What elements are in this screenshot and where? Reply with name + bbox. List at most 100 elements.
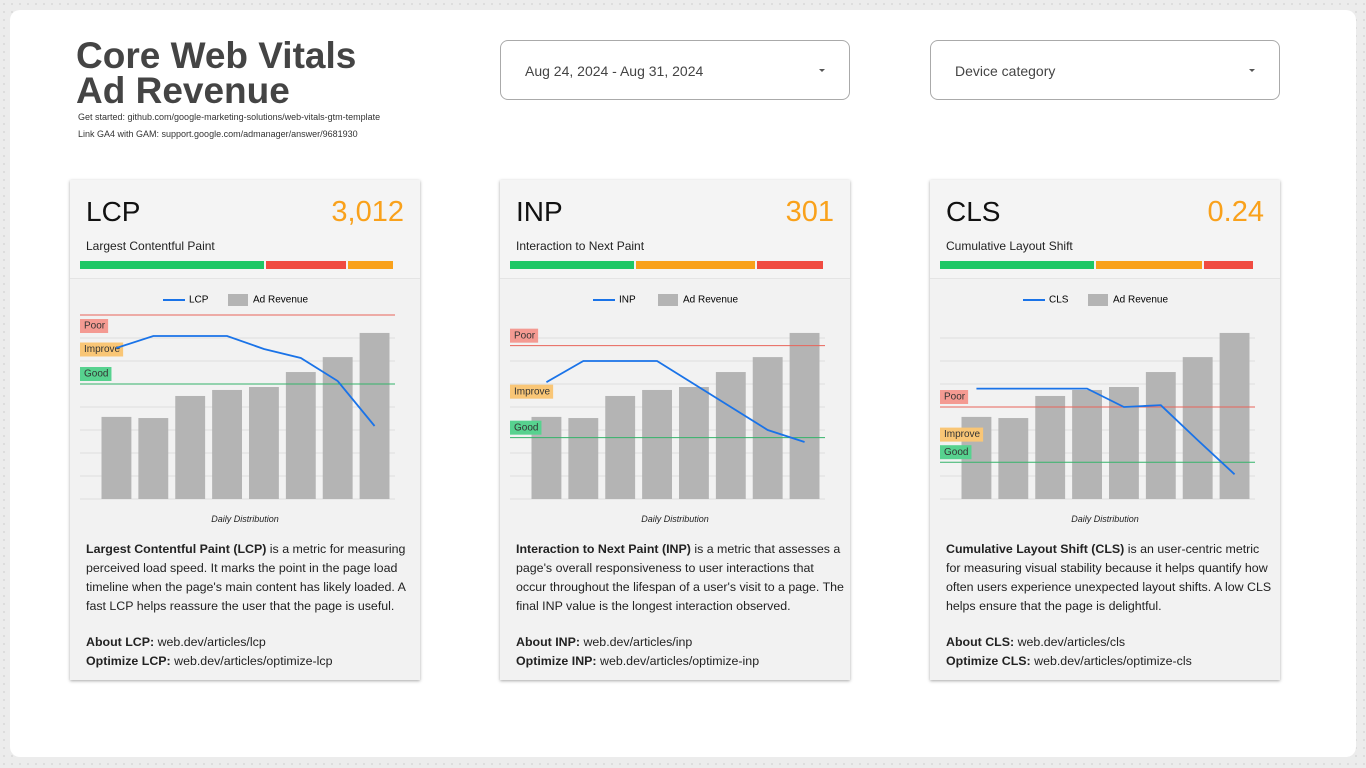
rating-segment <box>265 261 346 269</box>
date-range-picker[interactable]: Aug 24, 2024 - Aug 31, 2024 <box>500 40 850 100</box>
bar <box>175 395 206 499</box>
rating-segment <box>1204 261 1253 269</box>
legend-label: Ad Revenue <box>1113 295 1168 306</box>
metric-line <box>976 387 1236 476</box>
title: Core Web Vitals Ad Revenue <box>76 35 357 111</box>
bar <box>568 418 599 499</box>
description-term: Interaction to Next Paint (INP) <box>516 542 691 556</box>
metric-card: CLS 0.24 Cumulative Layout Shift CLS Ad Reve… <box>930 180 1280 680</box>
rating-segment <box>636 261 756 269</box>
legend-label: LCP <box>189 295 209 306</box>
chart: LCP Ad Revenue Poor Improve Good <box>80 294 395 500</box>
reference-link: About INP: web.dev/articles/inp <box>516 635 692 649</box>
reference-link: Optimize LCP: web.dev/articles/optimize-… <box>86 654 333 668</box>
improve-label-bg <box>510 384 554 399</box>
link-url[interactable]: web.dev/articles/lcp <box>157 635 266 649</box>
bar <box>1182 357 1213 499</box>
bar <box>642 389 672 499</box>
legend-swatch <box>1088 294 1108 306</box>
metric-score: 301 <box>785 196 834 228</box>
legend-label: Ad Revenue <box>253 295 308 306</box>
link-label: About LCP: <box>86 635 155 649</box>
rating-segment <box>347 261 393 269</box>
bar <box>752 357 783 499</box>
rating-segment <box>510 261 635 269</box>
dropdown-arrow <box>819 69 825 75</box>
description: Largest Contentful Paint (LCP) is a metr… <box>86 540 416 616</box>
description-text: is a metric for measuring perceived load… <box>86 542 406 613</box>
bar <box>322 357 353 499</box>
rating-segment <box>757 261 823 269</box>
title-line: Ad Revenue <box>76 70 290 111</box>
metric-score: 3,012 <box>331 196 404 228</box>
description-term: Largest Contentful Paint (LCP) <box>86 542 267 556</box>
device-filter[interactable]: Device category <box>930 40 1280 100</box>
bar <box>1219 332 1250 499</box>
header-link: Link GA4 with GAM: support.google.com/ad… <box>78 129 358 139</box>
metric-line <box>116 335 376 427</box>
card-header: CLS 0.24 Cumulative Layout Shift <box>930 180 1280 279</box>
bar <box>1145 372 1176 499</box>
good-label-bg <box>80 367 112 381</box>
link-label: About INP: <box>516 635 581 649</box>
improve-label: Improve <box>944 429 981 440</box>
bar <box>285 372 316 499</box>
bar <box>359 332 390 499</box>
poor-label-bg <box>510 328 539 343</box>
chart-caption: Daily Distribution <box>641 514 709 524</box>
poor-label-bg <box>940 390 969 404</box>
link-url[interactable]: web.dev/articles/cls <box>1017 635 1126 649</box>
bar <box>249 386 279 499</box>
metric-abbr: CLS <box>946 196 1001 227</box>
card-header: INP 301 Interaction to Next Paint <box>500 180 850 279</box>
link-url[interactable]: web.dev/articles/optimize-cls <box>1034 654 1192 668</box>
metric-name: Cumulative Layout Shift <box>946 239 1073 253</box>
bar <box>1072 389 1102 499</box>
metric-abbr: LCP <box>86 196 141 227</box>
bar <box>212 389 242 499</box>
title-line: Core Web Vitals <box>76 35 357 76</box>
bar <box>605 395 636 499</box>
link-url[interactable]: web.dev/articles/inp <box>583 635 693 649</box>
link-label: About CLS: <box>946 635 1015 649</box>
bar <box>1109 386 1139 499</box>
improve-label-bg <box>940 427 984 442</box>
description-term: Cumulative Layout Shift (CLS) <box>946 542 1125 556</box>
bar <box>998 418 1029 499</box>
good-label: Good <box>944 447 968 458</box>
dropdown-arrow <box>1249 69 1255 75</box>
good-label: Good <box>84 369 108 380</box>
bar <box>1035 395 1066 499</box>
rating-bar <box>940 261 1255 269</box>
link-url[interactable]: web.dev/articles/optimize-inp <box>600 654 760 668</box>
description-text: is a metric that assesses a page's overa… <box>516 542 844 613</box>
metric-name: Interaction to Next Paint <box>516 239 645 253</box>
metric-card: INP 301 Interaction to Next Paint INP Ad Rev… <box>500 180 850 680</box>
good-label-bg <box>510 420 542 435</box>
improve-label: Improve <box>84 344 121 355</box>
legend-label: INP <box>619 295 636 306</box>
rating-bar <box>510 261 825 269</box>
bar <box>101 416 132 499</box>
bar <box>789 332 820 499</box>
rating-bar <box>80 261 395 269</box>
metric-line <box>545 360 805 443</box>
metric-name: Largest Contentful Paint <box>86 239 215 253</box>
legend-label: CLS <box>1049 295 1069 306</box>
improve-label: Improve <box>514 386 551 397</box>
chart-caption: Daily Distribution <box>211 514 279 524</box>
rating-segment <box>940 261 1094 269</box>
bar <box>715 372 746 499</box>
link-url[interactable]: web.dev/articles/optimize-lcp <box>174 654 333 668</box>
reference-link: Optimize INP: web.dev/articles/optimize-… <box>516 654 759 668</box>
reference-link: About LCP: web.dev/articles/lcp <box>86 635 266 649</box>
chart: INP Ad Revenue Poor Improve Good <box>510 294 825 500</box>
rating-segment <box>1095 261 1203 269</box>
rating-segment <box>80 261 264 269</box>
bar <box>679 386 709 499</box>
bar <box>138 418 169 499</box>
legend-label: Ad Revenue <box>683 295 738 306</box>
date-range: Aug 24, 2024 - Aug 31, 2024 <box>525 63 704 79</box>
improve-label-bg <box>80 342 124 357</box>
